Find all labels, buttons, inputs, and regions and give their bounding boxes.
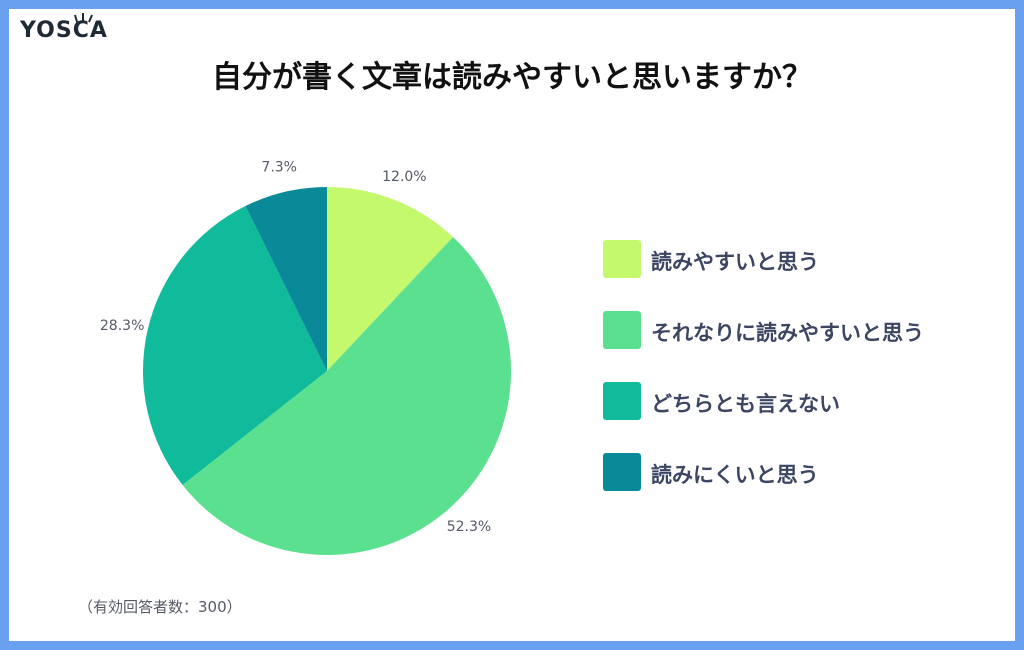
legend-swatch bbox=[603, 453, 641, 491]
legend-swatch bbox=[603, 240, 641, 278]
logo-mark-icon bbox=[74, 13, 93, 23]
legend-item: 読みにくいと思う bbox=[603, 453, 983, 493]
legend-item: それなりに読みやすいと思う bbox=[603, 311, 983, 351]
logo: YOSCA bbox=[20, 18, 108, 43]
pie-slice bbox=[143, 206, 327, 486]
slice-data-label: 7.3% bbox=[261, 160, 297, 176]
slice-data-label: 28.3% bbox=[100, 318, 144, 334]
pie-slice bbox=[182, 236, 512, 556]
legend-item: どちらとも言えない bbox=[603, 382, 983, 422]
legend-swatch bbox=[603, 311, 641, 349]
legend-swatch bbox=[603, 382, 641, 420]
logo-text: YOSCA bbox=[20, 18, 108, 43]
pie-slice bbox=[327, 187, 454, 371]
chart-title: 自分が書く文章は読みやすいと思いますか？ bbox=[212, 60, 812, 95]
legend-label: どちらとも言えない bbox=[651, 392, 840, 416]
legend-label: 読みにくいと思う bbox=[651, 463, 819, 487]
slice-data-label: 52.3% bbox=[447, 519, 491, 535]
legend-item: 読みやすいと思う bbox=[603, 240, 983, 280]
pie-slice bbox=[245, 187, 327, 371]
respondent-note: （有効回答者数：300） bbox=[78, 598, 242, 616]
slice-data-label: 12.0% bbox=[382, 169, 426, 185]
legend-label: それなりに読みやすいと思う bbox=[651, 321, 924, 345]
legend-label: 読みやすいと思う bbox=[651, 250, 819, 274]
